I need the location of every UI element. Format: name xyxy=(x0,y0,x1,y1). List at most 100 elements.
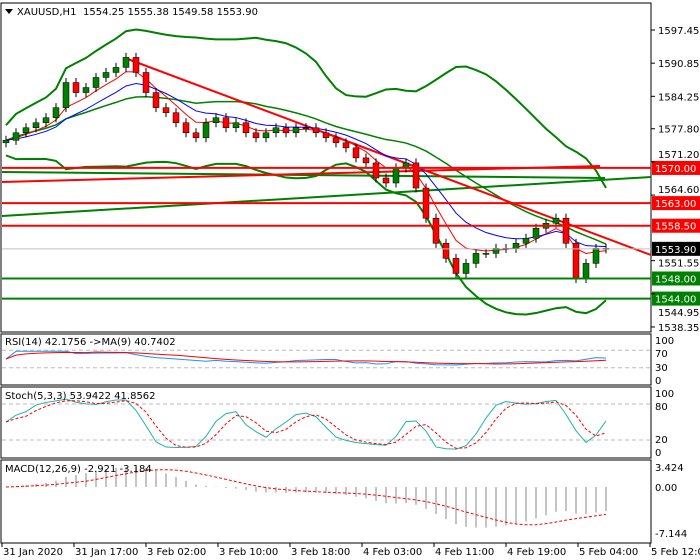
candle-bull xyxy=(592,248,600,264)
candle-bear xyxy=(132,57,140,73)
candle-bull xyxy=(472,253,480,264)
candle-bear xyxy=(452,258,460,274)
y-tick-label: 1597.45 xyxy=(658,26,699,37)
candle-bull xyxy=(462,263,470,274)
rsi-axis-label: 30 xyxy=(655,363,668,374)
bollinger-middle xyxy=(5,95,607,245)
y-tick-label: 1551.55 xyxy=(658,259,699,270)
candle-bear xyxy=(382,177,390,184)
candle-bear xyxy=(322,132,330,139)
bollinger-lower xyxy=(5,154,607,316)
stoch-axis-label: 20 xyxy=(655,435,668,446)
level-tag-label: 1558.50 xyxy=(655,222,696,233)
rsi-panel[interactable] xyxy=(2,349,651,369)
candle-bull xyxy=(92,77,100,88)
rsi-axis-label: 70 xyxy=(655,349,668,360)
candle-bear xyxy=(432,217,440,244)
ma-slow-line xyxy=(5,83,607,248)
x-tick-label: 3 Feb 18:00 xyxy=(291,547,350,558)
candle-bear xyxy=(372,162,380,179)
macd-axis-label: 3.424 xyxy=(655,463,684,474)
level-tag-label: 1570.00 xyxy=(655,164,696,175)
candle-bear xyxy=(342,142,350,149)
candle-bear xyxy=(162,107,170,113)
candle-bear xyxy=(562,217,570,244)
x-tick-label: 31 Jan 2020 xyxy=(3,547,63,558)
candle-bull xyxy=(552,217,560,224)
candle-bear xyxy=(252,132,260,139)
ohlc-readout: 1554.25 1555.38 1549.58 1553.90 xyxy=(83,7,258,18)
candle-bear xyxy=(412,162,420,189)
candle-bull xyxy=(22,127,30,134)
x-tick-label: 4 Feb 03:00 xyxy=(363,547,422,558)
level-tag xyxy=(652,196,700,211)
candle-bear xyxy=(172,112,180,123)
stoch-panel[interactable] xyxy=(2,398,651,450)
candle-bull xyxy=(302,127,310,129)
price-panel[interactable]: 1570.00 1563.00 1558.50 1548.00 1544.00 1553.… xyxy=(1,28,700,316)
x-tick-label: 5 Feb 12:00 xyxy=(651,547,700,558)
stoch-signal-line xyxy=(5,400,607,449)
candle-bull xyxy=(522,238,530,244)
y-tick-label: 1538.35 xyxy=(658,323,699,334)
y-tick-label: 1577.80 xyxy=(658,125,699,136)
candle-bull xyxy=(12,132,20,141)
level-tag xyxy=(652,291,700,306)
stoch-main-line xyxy=(5,398,607,450)
level-tag-label: 1563.00 xyxy=(655,199,696,210)
candle-bull xyxy=(482,253,490,255)
candle-bull xyxy=(262,132,270,139)
candle-bull xyxy=(292,127,300,134)
rsi-title: RSI(14) 42.1756 ->MA(9) 40.7402 xyxy=(5,337,176,348)
candle-bull xyxy=(42,117,50,123)
candle-bull xyxy=(582,263,590,279)
y-tick-label: 1564.60 xyxy=(658,185,699,196)
macd-panel[interactable] xyxy=(5,467,607,528)
stoch-axis-label: 80 xyxy=(655,402,668,413)
candle-bull xyxy=(32,122,40,128)
candle-bear xyxy=(152,92,160,108)
collapse-arrow-icon[interactable] xyxy=(5,9,13,14)
x-tick-label: 3 Feb 02:00 xyxy=(147,547,206,558)
candle-bull xyxy=(112,67,120,73)
candle-bear xyxy=(352,147,360,159)
candle-bull xyxy=(512,243,520,249)
candle-bull xyxy=(272,127,280,134)
candle-bull xyxy=(122,57,130,68)
stoch-axis-label: 100 xyxy=(655,389,674,400)
candle-bear xyxy=(312,127,320,134)
level-tag xyxy=(652,160,700,175)
candle-bear xyxy=(442,243,450,259)
candle-bull xyxy=(212,117,220,123)
level-tag xyxy=(652,271,700,286)
candle-bear xyxy=(332,137,340,144)
stoch-title: Stoch(5,3,3) 53.9422 41.8562 xyxy=(5,391,156,402)
level-tag-label: 1548.00 xyxy=(655,274,696,285)
level-tag xyxy=(652,218,700,233)
candle-bull xyxy=(492,248,500,254)
long-ma-line xyxy=(1,171,606,179)
bollinger-upper xyxy=(5,28,607,189)
candle-bull xyxy=(532,227,540,239)
y-tick-label: 1571.20 xyxy=(658,150,699,161)
x-tick-label: 31 Jan 17:00 xyxy=(75,547,138,558)
candle-bull xyxy=(392,167,400,184)
y-tick-label: 1544.95 xyxy=(658,308,699,319)
green-trendline xyxy=(1,176,652,217)
macd-signal-line xyxy=(5,469,607,526)
y-tick-label: 1590.85 xyxy=(658,59,699,70)
macd-axis-label: 0.00 xyxy=(655,483,677,494)
macd-axis-label: -7.144 xyxy=(655,529,687,540)
rsi-axis-label: 0 xyxy=(655,376,661,387)
candle-bear xyxy=(282,127,290,134)
level-tag-label: 1544.00 xyxy=(655,295,696,306)
candle-bear xyxy=(242,122,250,134)
rsi-line xyxy=(5,350,607,366)
candle-bear xyxy=(362,157,370,164)
x-tick-label: 3 Feb 10:00 xyxy=(219,547,278,558)
candle-bull xyxy=(62,82,70,108)
rsi-ma-line xyxy=(5,351,607,365)
candle-bull xyxy=(202,122,210,139)
